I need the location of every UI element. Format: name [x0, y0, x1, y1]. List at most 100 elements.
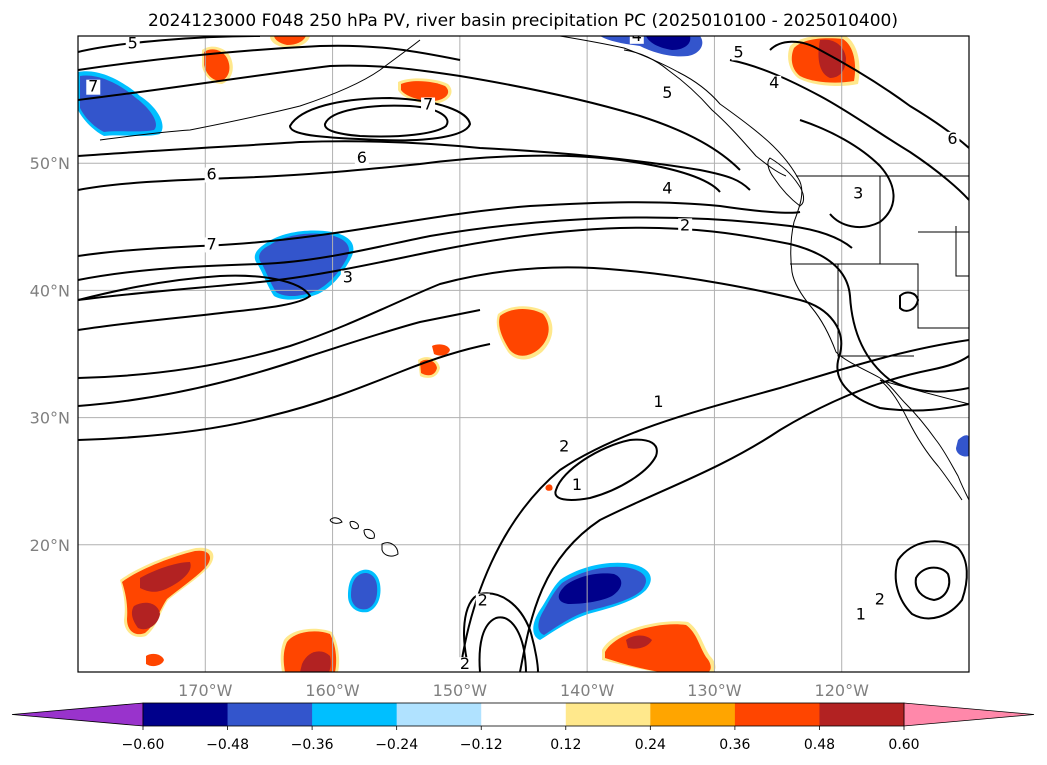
- contour-label-background: [731, 45, 746, 61]
- longitude-labels: 170°W 160°W 150°W 140°W 130°W 120°W: [178, 681, 869, 700]
- precip-patch-positive-core: [131, 602, 160, 630]
- pv-contour: [769, 40, 969, 149]
- colorbar-tick-label: 0.60: [888, 737, 919, 753]
- precip-patch-negative: [351, 573, 378, 610]
- precip-patch-positive-core: [818, 39, 846, 78]
- precip-patches: [78, 36, 969, 672]
- precip-patch-positive-core: [300, 651, 331, 672]
- colorbar-box: [143, 703, 229, 726]
- contour-label-background: [421, 97, 436, 113]
- contour-label: 2: [559, 437, 569, 456]
- coast-north-america: [559, 36, 969, 501]
- contour-label: 3: [343, 267, 353, 286]
- contour-label-background: [651, 395, 666, 411]
- colorbar-extend-high: [903, 702, 1035, 727]
- precip-patch-positive: [499, 308, 549, 356]
- contour-label: 1: [572, 475, 582, 494]
- contour-label-background: [872, 592, 887, 608]
- pv-contour: [78, 226, 969, 393]
- colorbar-box: [734, 703, 820, 726]
- precip-patch-positive-core: [626, 635, 652, 649]
- colorbar-tick-label: −0.60: [122, 737, 165, 753]
- pv-contour: [78, 274, 312, 331]
- pv-contour: [78, 216, 853, 281]
- lon-tick-label: 150°W: [433, 681, 488, 700]
- precip-patch-positive: [146, 653, 164, 667]
- coast-baja-california: [879, 379, 963, 501]
- contour-label: 2: [875, 589, 885, 608]
- contour-label-background: [660, 86, 675, 102]
- contour-label: 5: [128, 33, 138, 52]
- lat-tick-label: 40°N: [30, 281, 70, 300]
- contour-label: 6: [947, 129, 957, 148]
- contour-label: 2: [680, 215, 690, 234]
- colorbar-box: [312, 703, 398, 726]
- pv-contour: [894, 540, 968, 620]
- lat-tick-label: 20°N: [30, 536, 70, 555]
- precip-patch-negative: [956, 435, 969, 457]
- colorbar-box: [650, 703, 736, 726]
- colorbar: −0.60 −0.48 −0.36 −0.24 −0.12 0.12 0.24 0.36 0.4…: [11, 702, 1035, 753]
- pv-contour: [78, 44, 461, 71]
- pv-contour: [78, 343, 491, 441]
- pv-contour: [78, 154, 721, 193]
- contour-label: 2: [460, 654, 470, 673]
- pv-contour: [899, 291, 920, 312]
- precip-patch-positive: [605, 624, 711, 672]
- lon-tick-label: 120°W: [815, 681, 870, 700]
- colorbar-tick-label: −0.36: [291, 737, 334, 753]
- contour-label-background: [204, 237, 219, 253]
- precip-patch-negative-core: [646, 36, 691, 50]
- contour-label: 3: [853, 184, 863, 203]
- contour-label-background: [125, 36, 140, 52]
- colorbar-tick-label: −0.48: [206, 737, 249, 753]
- precip-patch-positive: [401, 81, 449, 101]
- contour-label: 7: [207, 234, 217, 253]
- precip-patch-positive-core: [140, 562, 191, 592]
- precip-patch-positive: [274, 36, 306, 45]
- contour-label-background: [629, 36, 644, 44]
- latitude-labels: 50°N 40°N 30°N 20°N: [30, 154, 70, 555]
- contour-label: 4: [632, 26, 642, 45]
- contour-label-background: [457, 657, 472, 672]
- contour-label-background: [569, 477, 584, 493]
- contour-label: 1: [856, 605, 866, 624]
- pv-contour: [729, 59, 969, 201]
- lon-tick-label: 140°W: [560, 681, 615, 700]
- colorbar-box: [396, 703, 482, 726]
- contour-label: 5: [662, 83, 672, 102]
- contour-label-background: [945, 131, 960, 147]
- lon-tick-label: 160°W: [305, 681, 360, 700]
- precip-patch-negative-core: [558, 573, 622, 604]
- pv-contour: [324, 104, 449, 138]
- contour-label: 5: [734, 42, 744, 61]
- colorbar-tick-label: 0.24: [635, 737, 666, 753]
- colorbar-box: [565, 703, 651, 726]
- pv-contour: [78, 309, 481, 407]
- state-borders: [790, 176, 969, 357]
- contour-label: 4: [769, 73, 779, 92]
- colorbar-box: [227, 703, 313, 726]
- pv-contour: [914, 566, 951, 602]
- coast-aleutian-chain: [99, 39, 421, 141]
- hawaii-islands: [329, 517, 399, 557]
- pv-contour: [478, 616, 527, 672]
- colorbar-tick-label: 0.48: [804, 737, 835, 753]
- coast-alaska-panhandle: [623, 49, 787, 177]
- colorbar-tick-label: −0.24: [375, 737, 418, 753]
- contour-label-background: [354, 150, 369, 166]
- pv-contours: [78, 36, 969, 672]
- contour-label-background: [340, 270, 355, 286]
- vancouver-island: [767, 157, 805, 207]
- pv-contour: [288, 96, 472, 142]
- contour-label: 7: [88, 77, 98, 96]
- precip-patch-positive: [204, 49, 230, 81]
- pv-contour: [463, 592, 539, 672]
- contour-label-background: [851, 186, 866, 202]
- map-frame: [77, 35, 970, 673]
- contour-label: 7: [423, 95, 433, 114]
- pv-contour: [78, 64, 741, 171]
